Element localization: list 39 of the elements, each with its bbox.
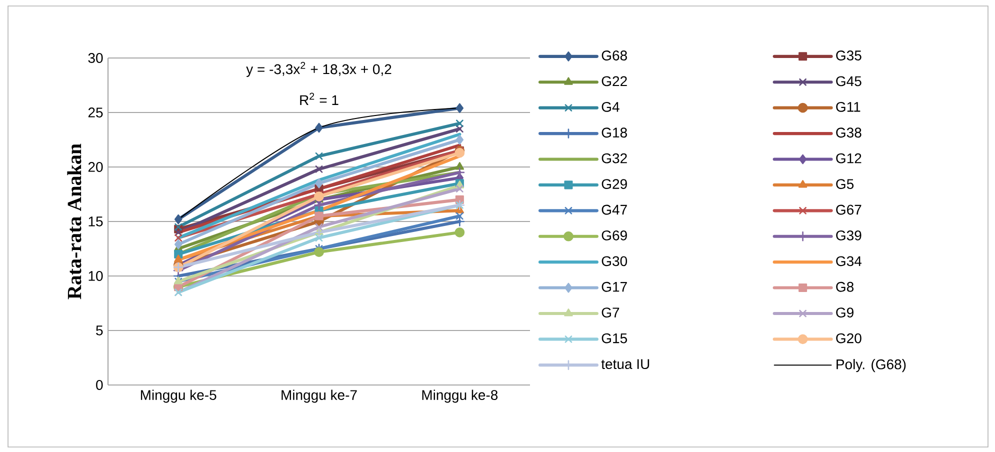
y-tick-label: 5 [96,326,103,336]
legend-label: G29 [602,179,627,189]
legend-label: G69 [602,230,627,240]
legend-label: G39 [836,230,862,240]
legend-label: G68 [602,50,627,60]
y-tick-label: 0 [96,380,103,390]
legend-label: G5 [836,179,854,189]
legend-label: Poly. (G68) [836,359,906,372]
legend-label: G18 [602,128,627,138]
x-tick-label: Minggu ke-8 [422,390,498,403]
legend-label: G34 [836,256,862,266]
legend-label: G32 [602,153,627,164]
legend-label: G22 [602,76,627,86]
legend-label: G11 [836,102,860,112]
y-tick-label: 10 [88,271,103,281]
legend-label: G15 [602,333,627,344]
annotation: R$^{2}$ = 1 [300,92,338,105]
legend-label: G12 [836,153,862,164]
y-tick-label: 25 [88,108,103,118]
legend-label: G20 [836,333,862,344]
x-tick-label: Minggu ke-5 [140,390,216,403]
legend-label: G45 [836,76,862,86]
legend-label: G38 [836,128,862,138]
annotation: y = -3,3x$^{2}$ + 18,3x + 0,2 [246,62,392,77]
legend-label: G17 [602,282,627,292]
legend-label: G4 [602,102,620,112]
legend-label: G67 [836,204,862,215]
legend-label: G30 [602,256,628,266]
legend-label: G35 [836,50,862,60]
legend-label: tetua IU [601,359,650,370]
legend-label: G7 [602,308,620,318]
legend-label: G8 [836,282,854,292]
y-tick-label: 30 [88,53,103,63]
x-tick-label: Minggu ke-7 [282,390,357,403]
y-axis-title: Rata-rata Anakan [67,144,82,300]
y-tick-label: 15 [88,216,103,226]
legend-label: G47 [602,204,627,215]
legend-label: G9 [836,308,854,318]
y-tick-label: 20 [88,162,103,172]
